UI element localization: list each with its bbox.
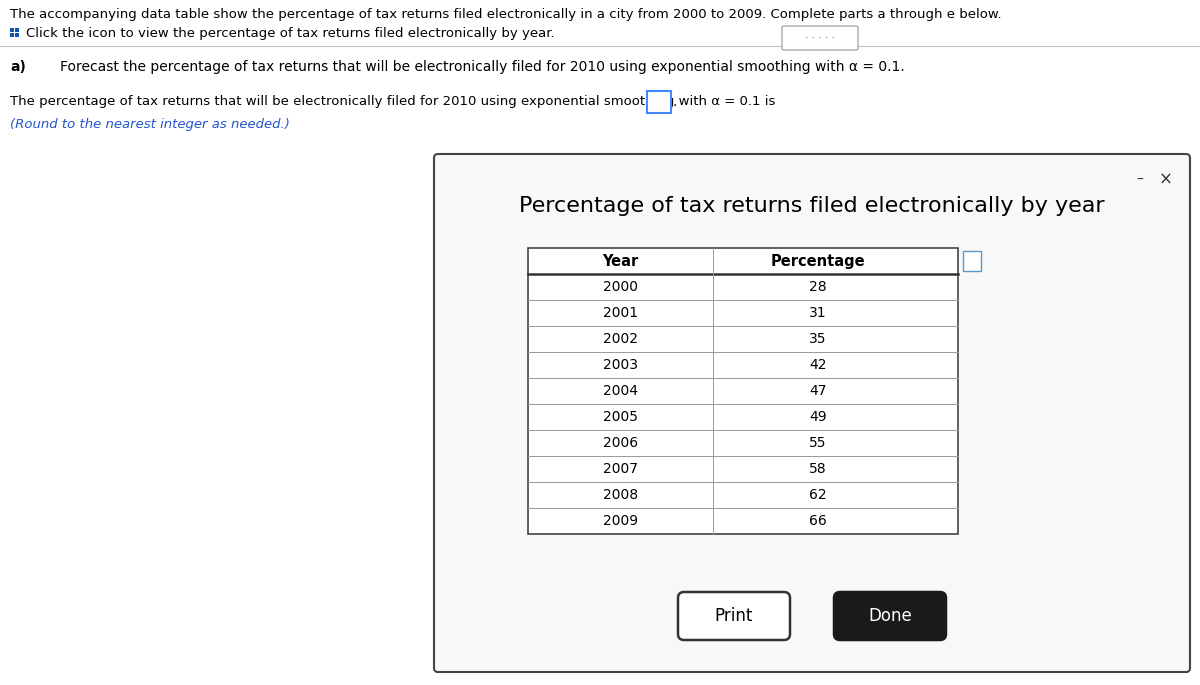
Text: ×: × [1159,171,1172,189]
FancyBboxPatch shape [964,251,982,271]
Text: 2001: 2001 [602,306,638,320]
Bar [10,33,14,37]
Text: 2000: 2000 [604,280,638,294]
Text: 58: 58 [809,462,827,476]
Text: a): a) [10,60,26,74]
Text: 47: 47 [809,384,827,398]
Text: Percentage of tax returns filed electronically by year: Percentage of tax returns filed electron… [520,196,1105,216]
FancyBboxPatch shape [782,26,858,50]
FancyBboxPatch shape [834,592,946,640]
Text: Year: Year [602,253,638,269]
Text: 42: 42 [809,358,827,372]
Text: 2008: 2008 [602,488,638,502]
Text: Print: Print [715,607,754,625]
Bar [528,248,958,534]
Text: –: – [1136,173,1144,187]
Bar [14,28,19,32]
Text: 2004: 2004 [604,384,638,398]
Text: 49: 49 [809,410,827,424]
Text: 55: 55 [809,436,827,450]
Bar [14,33,19,37]
Text: 2002: 2002 [604,332,638,346]
Text: 62: 62 [809,488,827,502]
Text: 2007: 2007 [604,462,638,476]
Text: Click the icon to view the percentage of tax returns filed electronically by yea: Click the icon to view the percentage of… [26,27,554,40]
FancyBboxPatch shape [678,592,790,640]
Text: 35: 35 [809,332,827,346]
Bar [10,28,14,32]
Text: 2006: 2006 [602,436,638,450]
Text: .: . [672,95,677,109]
Text: Forecast the percentage of tax returns that will be electronically filed for 201: Forecast the percentage of tax returns t… [60,60,905,74]
Text: 31: 31 [809,306,827,320]
Text: 66: 66 [809,514,827,528]
FancyBboxPatch shape [434,154,1190,672]
Text: 2003: 2003 [604,358,638,372]
Text: Percentage: Percentage [770,253,865,269]
Text: Done: Done [868,607,912,625]
Text: The percentage of tax returns that will be electronically filed for 2010 using e: The percentage of tax returns that will … [10,95,780,108]
Text: 2009: 2009 [602,514,638,528]
FancyBboxPatch shape [647,91,671,113]
Text: 28: 28 [809,280,827,294]
Text: 2005: 2005 [604,410,638,424]
Text: (Round to the nearest integer as needed.): (Round to the nearest integer as needed.… [10,118,290,131]
Text: · · · · ·: · · · · · [805,33,835,43]
Text: The accompanying data table show the percentage of tax returns filed electronica: The accompanying data table show the per… [10,8,1002,21]
